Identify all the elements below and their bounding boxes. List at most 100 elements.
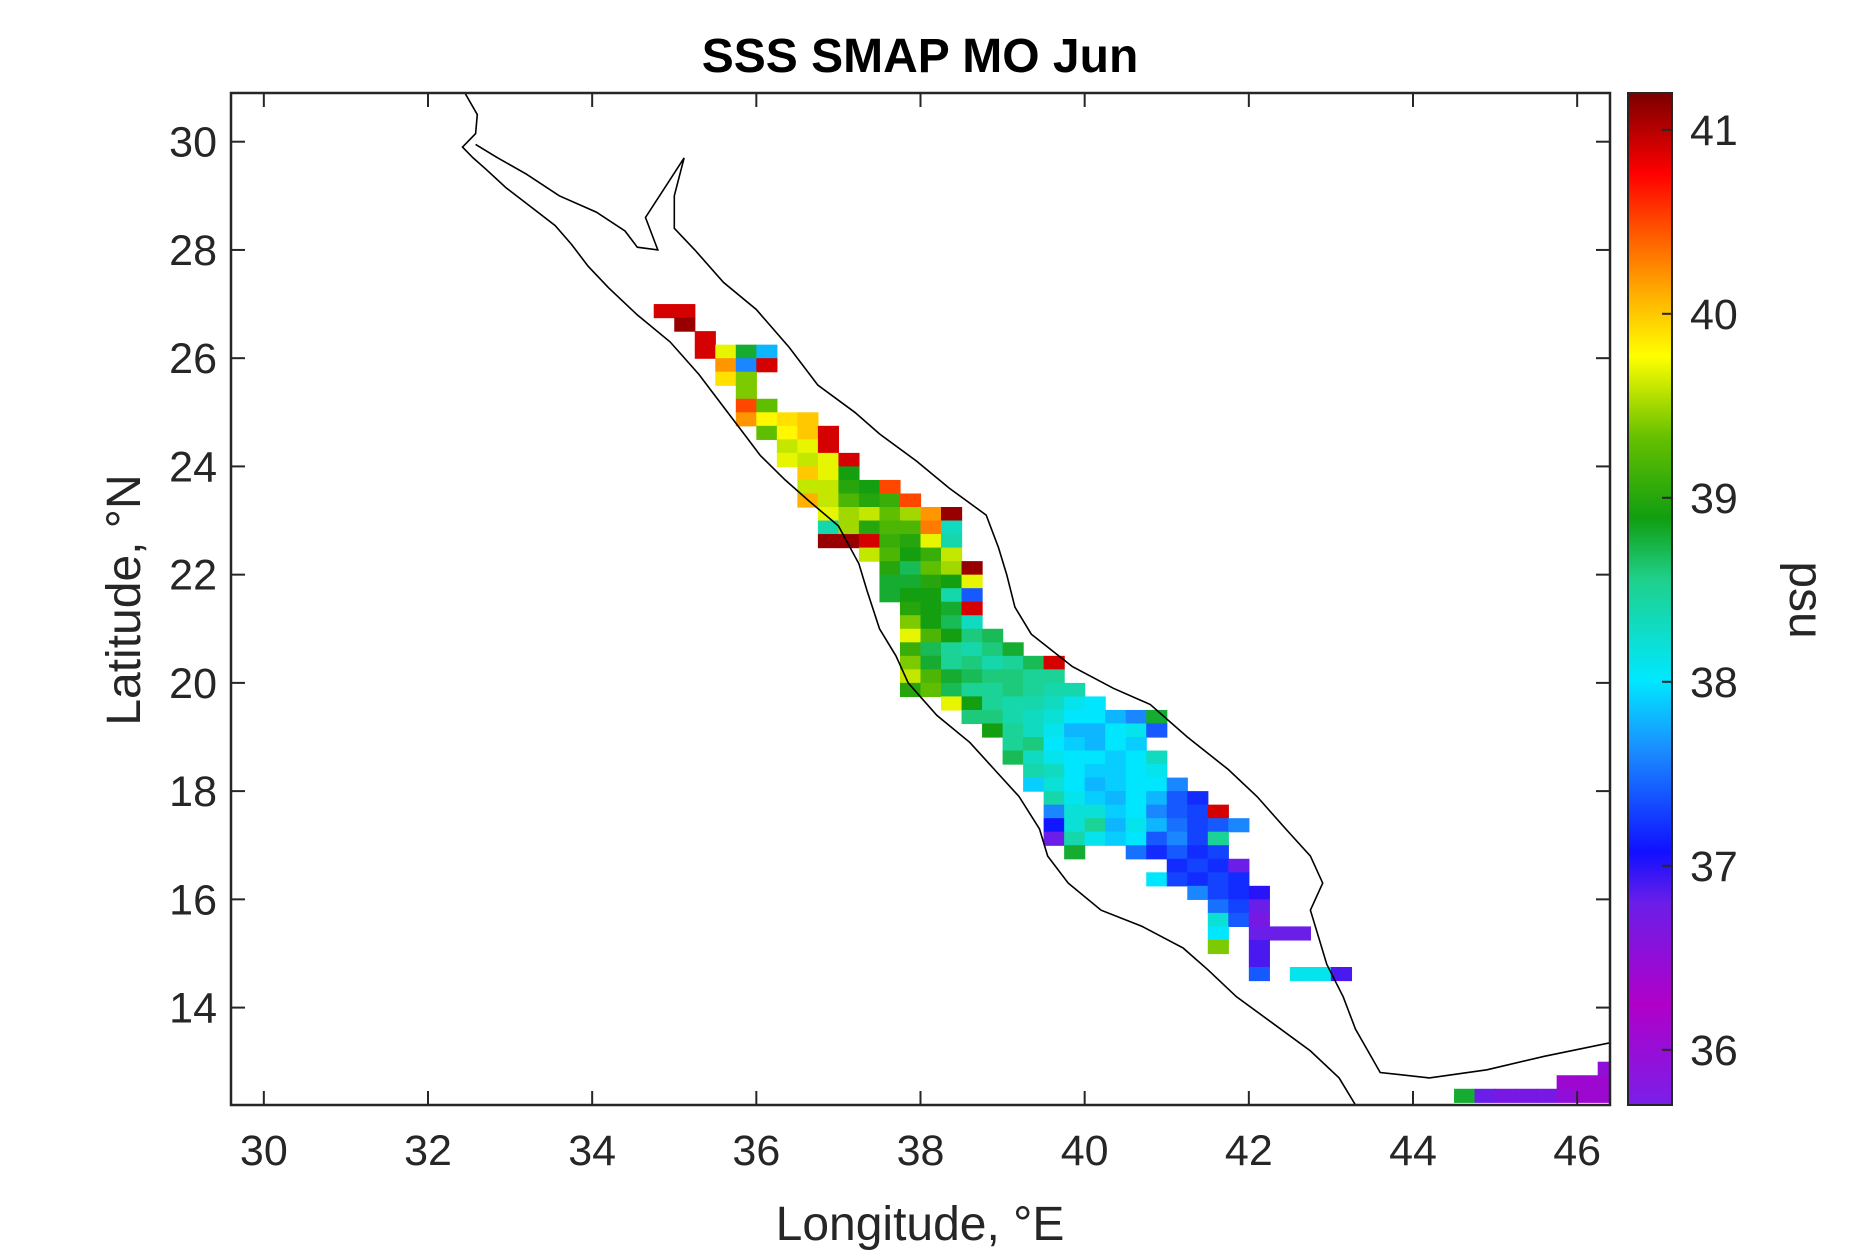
salinity-cell xyxy=(1002,723,1024,738)
salinity-cell xyxy=(1454,1088,1476,1103)
salinity-cell xyxy=(920,507,942,522)
colorbar-tick-label: 40 xyxy=(1690,291,1738,339)
y-axis-label: Latitude, °N xyxy=(98,474,151,725)
salinity-cell xyxy=(1043,655,1065,670)
salinity-cell xyxy=(1207,899,1229,914)
salinity-cell xyxy=(1125,764,1147,779)
salinity-cell xyxy=(920,655,942,670)
salinity-cell xyxy=(899,547,922,562)
salinity-cell xyxy=(1146,750,1168,765)
salinity-cell xyxy=(1105,804,1127,819)
salinity-cell xyxy=(879,574,901,589)
salinity-cell xyxy=(1064,831,1086,846)
salinity-cell xyxy=(817,439,840,454)
salinity-cell xyxy=(920,547,942,562)
salinity-cell xyxy=(1125,791,1147,806)
salinity-cell xyxy=(838,466,860,481)
salinity-cell xyxy=(941,588,963,603)
salinity-cell xyxy=(941,669,963,684)
colorbar-tick-label: 41 xyxy=(1690,107,1738,155)
salinity-cell xyxy=(1043,750,1065,765)
salinity-cell xyxy=(1002,642,1024,657)
salinity-cell xyxy=(1166,777,1188,792)
salinity-cell xyxy=(858,547,881,562)
salinity-cell xyxy=(1023,682,1045,698)
coastline-east xyxy=(475,143,1610,1079)
salinity-cell xyxy=(1105,709,1127,725)
salinity-cell xyxy=(1310,967,1332,982)
salinity-cell xyxy=(1207,872,1229,887)
salinity-cell xyxy=(838,520,860,535)
salinity-cell xyxy=(1187,791,1209,806)
salinity-cell xyxy=(1023,696,1045,711)
salinity-cell xyxy=(1700,1075,1721,1089)
salinity-cell xyxy=(920,561,942,576)
salinity-cell xyxy=(1084,791,1106,806)
salinity-cell xyxy=(756,344,778,359)
salinity-cell xyxy=(694,344,716,359)
salinity-cell xyxy=(1064,764,1086,779)
salinity-cell xyxy=(1577,1088,1599,1103)
salinity-cell xyxy=(899,520,922,535)
colorbar-tick-label: 38 xyxy=(1690,659,1738,707)
salinity-cell xyxy=(817,507,840,522)
salinity-cell xyxy=(1166,804,1188,819)
salinity-cell xyxy=(1146,709,1168,725)
salinity-cell xyxy=(1064,723,1086,738)
salinity-cell xyxy=(941,696,963,711)
salinity-cell xyxy=(1105,818,1127,833)
salinity-cell xyxy=(941,507,963,522)
salinity-cell xyxy=(1146,818,1168,833)
salinity-cell xyxy=(838,479,860,495)
salinity-cell xyxy=(879,588,901,603)
salinity-cell xyxy=(735,398,757,413)
x-tick-label: 30 xyxy=(240,1127,288,1175)
salinity-cell xyxy=(735,358,757,373)
salinity-cell xyxy=(1166,831,1188,846)
x-tick-label: 42 xyxy=(1225,1127,1273,1175)
salinity-cell xyxy=(756,358,778,373)
salinity-cell xyxy=(1105,777,1127,792)
salinity-cell xyxy=(817,479,840,495)
salinity-cell xyxy=(920,534,942,549)
salinity-cell xyxy=(961,615,983,630)
salinity-cell xyxy=(1002,750,1024,765)
y-tick-label: 30 xyxy=(169,119,217,167)
salinity-cell xyxy=(1187,885,1209,900)
salinity-cell xyxy=(1125,709,1147,725)
salinity-cell xyxy=(961,628,983,643)
salinity-cell xyxy=(817,466,840,481)
salinity-cell xyxy=(1043,818,1065,833)
salinity-cell xyxy=(1207,926,1229,941)
salinity-cell xyxy=(1248,926,1270,941)
salinity-cell xyxy=(1064,845,1086,860)
x-tick-label: 36 xyxy=(732,1127,780,1175)
colorbar: 36 37 38 39 40 41 psu xyxy=(1627,92,1832,1106)
salinity-cell xyxy=(1248,899,1270,914)
salinity-cell xyxy=(797,412,819,427)
salinity-cell xyxy=(899,574,922,589)
salinity-cell xyxy=(1207,831,1229,846)
salinity-cell xyxy=(797,466,819,481)
salinity-cell xyxy=(1064,791,1086,806)
salinity-cell xyxy=(879,479,901,495)
salinity-cell xyxy=(1556,1075,1578,1090)
salinity-cells xyxy=(653,304,1721,1103)
salinity-cell xyxy=(1187,804,1209,819)
salinity-cell xyxy=(1002,682,1024,698)
salinity-cell xyxy=(1023,777,1045,792)
salinity-cell xyxy=(1597,1075,1610,1090)
salinity-cell xyxy=(1577,1075,1599,1090)
salinity-cell xyxy=(941,520,963,535)
salinity-cell xyxy=(899,534,922,549)
salinity-cell xyxy=(1084,764,1106,779)
salinity-cell xyxy=(1002,696,1024,711)
salinity-cell xyxy=(961,642,983,657)
salinity-cell xyxy=(1146,845,1168,860)
salinity-cell xyxy=(715,371,737,386)
salinity-cell xyxy=(1330,967,1353,982)
salinity-cell xyxy=(1146,723,1168,738)
salinity-cell xyxy=(838,534,860,549)
salinity-cell xyxy=(1064,696,1086,711)
salinity-cell xyxy=(1125,777,1147,792)
